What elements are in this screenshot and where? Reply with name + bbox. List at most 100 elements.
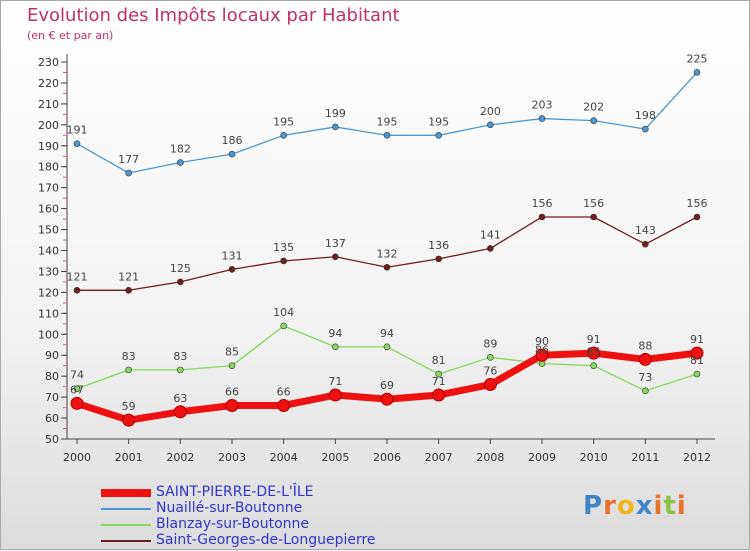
- y-tick-label: 220: [38, 77, 59, 90]
- data-point: [693, 370, 701, 378]
- data-point: [487, 121, 494, 129]
- y-tick-label: 60: [45, 412, 59, 425]
- data-label: 195: [428, 115, 449, 128]
- y-tick-label: 90: [45, 349, 59, 362]
- x-tick-label: 2005: [321, 451, 349, 464]
- data-label: 86: [535, 344, 549, 357]
- data-point: [173, 405, 187, 419]
- data-label: 135: [273, 241, 294, 254]
- y-tick-label: 210: [38, 98, 59, 111]
- data-label: 88: [638, 339, 652, 352]
- data-label: 200: [480, 105, 501, 118]
- data-label: 71: [328, 375, 342, 388]
- data-point: [277, 398, 291, 412]
- x-tick-label: 2003: [218, 451, 246, 464]
- legend-label: SAINT-PIERRE-DE-L'ÎLE: [156, 484, 314, 500]
- data-point: [538, 213, 546, 221]
- x-tick-label: 2002: [166, 451, 194, 464]
- data-label: 131: [222, 249, 243, 262]
- data-label: 125: [170, 262, 191, 275]
- data-label: 66: [225, 385, 239, 398]
- data-point: [538, 115, 546, 122]
- data-point: [435, 132, 442, 139]
- x-tick-label: 2008: [476, 451, 504, 464]
- data-point: [328, 388, 342, 402]
- data-label: 89: [483, 337, 497, 350]
- data-point: [332, 123, 339, 131]
- logo-letter: i: [676, 491, 687, 521]
- data-point: [535, 348, 549, 362]
- logo-letter: P: [583, 491, 604, 521]
- data-point: [73, 286, 81, 294]
- data-point: [280, 132, 287, 139]
- data-point: [280, 257, 287, 265]
- data-point: [642, 125, 649, 133]
- y-tick-label: 50: [45, 433, 59, 446]
- chart-subtitle: (en € et par an): [27, 29, 114, 42]
- data-label: 90: [535, 335, 549, 348]
- chart-series: [70, 69, 704, 427]
- data-label: 202: [583, 101, 604, 114]
- data-point: [228, 362, 236, 369]
- data-label: 91: [587, 333, 601, 346]
- data-label: 83: [122, 350, 136, 363]
- data-label: 143: [635, 224, 656, 237]
- y-tick-label: 170: [38, 182, 59, 195]
- data-label: 85: [225, 346, 239, 359]
- data-point: [332, 253, 339, 261]
- x-tick-label: 2010: [580, 451, 608, 464]
- data-label: 203: [532, 99, 553, 112]
- proxiti-logo: Proxiti: [583, 491, 687, 521]
- legend-label: Nuaillé-sur-Boutonne: [156, 500, 303, 516]
- data-point: [487, 354, 494, 361]
- data-label: 85: [587, 346, 601, 359]
- data-label: 141: [480, 228, 501, 241]
- data-label: 132: [377, 247, 398, 260]
- data-label: 136: [428, 239, 449, 252]
- logo-letter: o: [616, 491, 636, 521]
- data-point: [642, 240, 649, 248]
- chart-data-labels: 67 59 63 66 66 71 69 71 76 90 91 88 91 191 177 182 186 19…: [67, 52, 708, 413]
- data-label: 73: [638, 371, 652, 384]
- logo-letter: r: [603, 491, 617, 521]
- data-point: [590, 213, 597, 221]
- data-label: 69: [380, 379, 394, 392]
- logo-letter: i: [653, 491, 664, 521]
- data-label: 191: [67, 124, 88, 137]
- data-label: 76: [483, 365, 497, 378]
- data-label: 66: [277, 385, 291, 398]
- data-point: [383, 343, 391, 351]
- data-label: 177: [118, 153, 139, 166]
- data-label: 156: [687, 197, 708, 210]
- x-tick-label: 2001: [115, 451, 143, 464]
- y-tick-label: 80: [45, 370, 59, 383]
- data-label: 199: [325, 107, 346, 120]
- data-point: [590, 362, 597, 369]
- data-point: [690, 346, 704, 360]
- data-label: 156: [532, 197, 553, 210]
- chart-axes: 50 60 70 80 90 100 110 120 130 140 150 160 170 180 190…: [38, 54, 715, 464]
- data-point: [73, 140, 81, 147]
- data-label: 59: [122, 400, 136, 413]
- data-label: 121: [67, 270, 88, 283]
- legend-swatch: [101, 540, 151, 542]
- x-tick-label: 2007: [425, 451, 453, 464]
- data-point: [280, 322, 287, 330]
- legend-label: Saint-Georges-de-Longuepierre: [156, 532, 376, 548]
- logo-letter: x: [635, 491, 654, 521]
- x-tick-label: 2009: [528, 451, 556, 464]
- data-label: 104: [273, 306, 294, 319]
- data-label: 71: [432, 375, 446, 388]
- x-tick-label: 2012: [683, 451, 711, 464]
- data-point: [380, 392, 394, 406]
- data-point: [638, 352, 652, 366]
- data-label: 156: [583, 197, 604, 210]
- y-tick-label: 70: [45, 391, 59, 404]
- data-label: 198: [635, 109, 656, 122]
- y-tick-label: 200: [38, 119, 59, 132]
- legend-swatch: [101, 489, 151, 497]
- data-label: 94: [328, 327, 342, 340]
- data-point: [177, 366, 184, 374]
